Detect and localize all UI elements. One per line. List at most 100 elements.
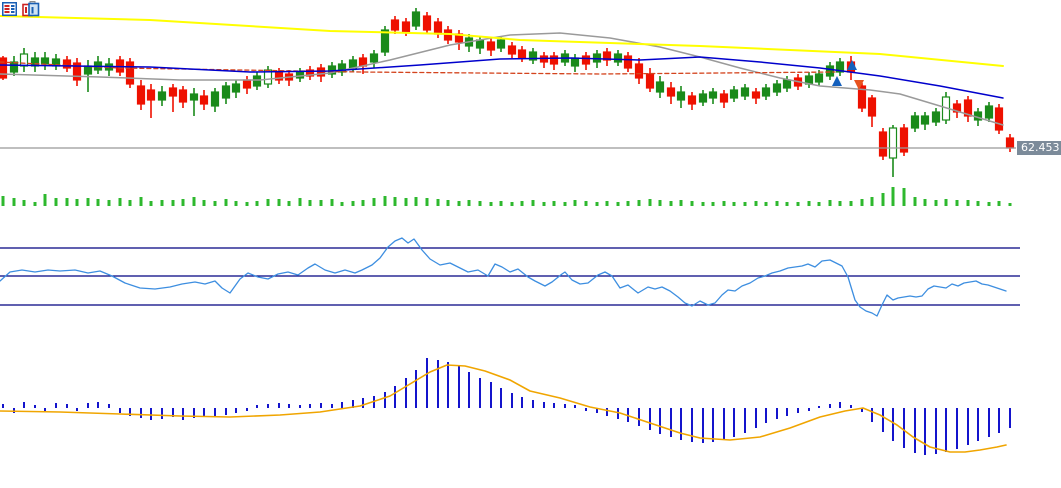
candle-body bbox=[390, 19, 400, 31]
candle-body bbox=[825, 65, 835, 77]
candle-body bbox=[549, 55, 559, 65]
candle-body bbox=[835, 61, 845, 73]
ma-line-gray bbox=[0, 32, 1004, 126]
volume-bar bbox=[351, 201, 355, 206]
candle-body bbox=[581, 55, 591, 65]
volume-bar bbox=[436, 199, 440, 206]
candle-body bbox=[634, 63, 644, 79]
candle-body bbox=[337, 63, 347, 73]
volume-bar bbox=[149, 201, 153, 206]
candle-body bbox=[305, 69, 315, 77]
candle-body bbox=[751, 91, 761, 99]
buy-arrow-icon bbox=[847, 60, 857, 70]
candle-body bbox=[411, 11, 421, 27]
toolbar bbox=[2, 1, 40, 17]
volume-bar bbox=[118, 198, 122, 206]
candle-body bbox=[199, 95, 209, 105]
volume-bar bbox=[626, 201, 630, 206]
candle-body bbox=[602, 51, 612, 61]
volume-bar bbox=[722, 201, 726, 206]
candle-body bbox=[655, 81, 665, 93]
volume-bar bbox=[881, 193, 885, 206]
volume-bar bbox=[287, 201, 291, 206]
candle-body bbox=[878, 131, 888, 157]
volume-bar bbox=[764, 202, 768, 206]
volume-bar bbox=[213, 201, 217, 206]
candle-body bbox=[221, 85, 231, 99]
candle-body bbox=[157, 91, 167, 101]
candle-body bbox=[994, 107, 1004, 131]
volume-bar bbox=[319, 200, 323, 206]
quote-list-icon[interactable] bbox=[2, 1, 17, 16]
volume-bar bbox=[637, 200, 641, 206]
volume-bar bbox=[12, 198, 16, 206]
buy-arrow-icon bbox=[832, 76, 842, 86]
candle-body bbox=[0, 57, 8, 79]
volume-bar bbox=[1008, 203, 1012, 206]
volume-bar bbox=[1, 196, 5, 206]
candle-body bbox=[910, 115, 920, 129]
volume-bar bbox=[96, 199, 100, 206]
volume-bar bbox=[732, 202, 736, 206]
volume-bar bbox=[404, 198, 408, 206]
volume-bar bbox=[245, 202, 249, 206]
volume-bar bbox=[934, 200, 938, 206]
volume-bar bbox=[520, 201, 524, 206]
candle-body bbox=[645, 73, 655, 89]
volume-bar bbox=[616, 202, 620, 206]
candle-body bbox=[899, 127, 909, 153]
volume-bar bbox=[997, 201, 1001, 206]
volume-bar bbox=[457, 201, 461, 206]
volume-bar bbox=[573, 200, 577, 206]
candle-body bbox=[62, 59, 72, 69]
volume-bar bbox=[224, 199, 228, 206]
volume-bar bbox=[944, 199, 948, 206]
macd-signal-line bbox=[0, 364, 1007, 453]
sell-arrow-icon bbox=[854, 80, 864, 90]
chart-windows-icon[interactable] bbox=[22, 1, 40, 17]
candle-body bbox=[528, 51, 538, 61]
candle-body bbox=[146, 89, 156, 101]
volume-bar bbox=[976, 201, 980, 206]
volume-bar bbox=[754, 201, 758, 206]
volume-bar bbox=[785, 202, 789, 206]
candle-body bbox=[708, 91, 718, 99]
last-price-value: 62.453 bbox=[1021, 141, 1060, 154]
volume-bar bbox=[467, 200, 471, 206]
volume-bar bbox=[43, 194, 47, 206]
volume-bar bbox=[870, 197, 874, 206]
volume-bar bbox=[277, 199, 281, 206]
volume-bar bbox=[202, 200, 206, 206]
candle-body bbox=[40, 57, 50, 65]
candle-body bbox=[772, 83, 782, 93]
volume-bar bbox=[65, 198, 69, 206]
candle-body bbox=[475, 39, 485, 49]
volume-bar bbox=[817, 202, 821, 206]
candle-body bbox=[687, 95, 697, 105]
volume-bar bbox=[510, 202, 514, 206]
candle-body bbox=[210, 91, 220, 107]
volume-bar bbox=[923, 199, 927, 206]
candle-body bbox=[83, 65, 93, 75]
candle-body bbox=[729, 89, 739, 99]
volume-bar bbox=[128, 200, 132, 206]
volume-bar bbox=[181, 199, 185, 206]
candle-body bbox=[623, 55, 633, 69]
volume-bar bbox=[743, 202, 747, 206]
candle-body bbox=[136, 85, 146, 105]
volume-bar bbox=[192, 197, 196, 206]
volume-bar bbox=[255, 201, 259, 206]
candle-body bbox=[920, 115, 930, 125]
candle-body bbox=[433, 21, 443, 35]
oscillator-line bbox=[0, 237, 1007, 317]
volume-bar bbox=[75, 199, 79, 206]
volume-bar bbox=[913, 197, 917, 206]
volume-bar bbox=[902, 188, 906, 206]
ma-line-blue bbox=[0, 56, 1004, 99]
volume-bar bbox=[86, 198, 90, 206]
candle-body bbox=[666, 87, 676, 97]
volume-bar bbox=[987, 202, 991, 206]
candle-body bbox=[19, 53, 29, 67]
volume-bar bbox=[966, 200, 970, 206]
